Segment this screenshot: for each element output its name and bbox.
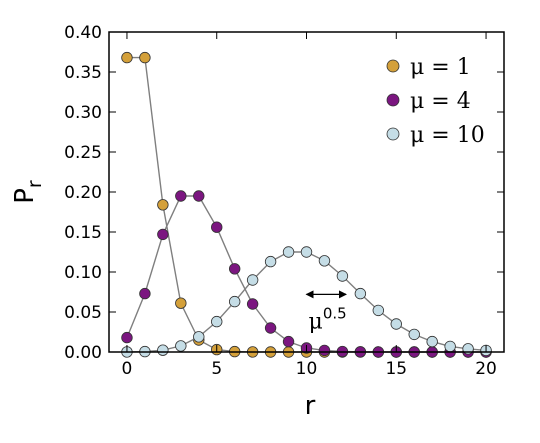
- y-axis: 0.00 0.05 0.10 0.15 0.20 0.25 0.30 0.35 0.40: [64, 23, 504, 363]
- data-point: [193, 190, 205, 202]
- data-point: [157, 344, 169, 356]
- data-point: [264, 322, 277, 334]
- data-point: [211, 221, 223, 233]
- x-tick-label: 20: [475, 359, 497, 379]
- legend: μ = 1 μ = 4 μ = 10: [386, 55, 485, 148]
- y-tick-label: 0.40: [64, 23, 102, 43]
- data-point: [426, 335, 438, 348]
- y-tick-label: 0.10: [64, 263, 102, 283]
- data-point: [139, 51, 151, 64]
- data-point: [193, 331, 205, 343]
- x-tick-label: 0: [122, 359, 133, 379]
- data-point: [282, 335, 295, 348]
- annotation-base: μ: [309, 309, 323, 334]
- data-point: [372, 304, 385, 317]
- legend-item: μ = 10: [386, 123, 485, 148]
- legend-marker: [386, 127, 400, 141]
- data-point: [408, 328, 420, 341]
- data-point: [246, 274, 259, 286]
- annotation-exponent: 0.5: [323, 304, 347, 322]
- y-axis-title: Pr: [10, 180, 46, 204]
- y-tick-label: 0.00: [64, 343, 102, 363]
- data-point: [157, 228, 169, 241]
- data-point: [246, 298, 259, 310]
- y-axis-title-main: P: [10, 188, 40, 204]
- legend-label: μ = 4: [410, 89, 471, 114]
- data-point: [139, 287, 151, 300]
- data-point: [318, 344, 331, 357]
- data-point: [318, 255, 331, 267]
- data-point: [157, 199, 169, 211]
- legend-label: μ = 1: [410, 55, 471, 80]
- x-tick-label: 10: [296, 359, 318, 379]
- data-point: [282, 246, 295, 258]
- x-tick-label: 5: [211, 359, 222, 379]
- data-point: [354, 287, 367, 300]
- y-tick-label: 0.15: [64, 223, 102, 243]
- data-point: [211, 315, 223, 328]
- legend-item: μ = 1: [386, 55, 471, 80]
- data-point: [175, 297, 187, 309]
- data-point: [390, 318, 402, 330]
- annotation-label: μ0.5: [309, 304, 347, 334]
- legend-marker: [386, 93, 400, 107]
- y-tick-label: 0.35: [64, 63, 102, 83]
- legend-item: μ = 4: [386, 89, 471, 114]
- y-tick-label: 0.30: [64, 103, 102, 123]
- data-point: [175, 190, 187, 202]
- annotation: μ0.5: [305, 290, 347, 334]
- data-point: [228, 295, 241, 308]
- data-point: [300, 246, 313, 258]
- y-tick-label: 0.25: [64, 143, 102, 163]
- svg-text:Pr: Pr: [10, 180, 46, 204]
- data-point: [121, 331, 133, 344]
- x-axis-title: r: [305, 391, 316, 421]
- y-axis-title-sub: r: [24, 180, 46, 188]
- data-point: [264, 255, 277, 268]
- plot-frame: [108, 31, 505, 353]
- data-point: [228, 263, 241, 275]
- data-point: [121, 51, 133, 64]
- data-point: [336, 270, 349, 282]
- legend-marker: [386, 59, 400, 73]
- y-tick-label: 0.20: [64, 183, 102, 203]
- data-point: [444, 340, 456, 353]
- x-axis: 0 5 10 15 20: [122, 32, 497, 379]
- series-line: [126, 195, 486, 353]
- y-tick-label: 0.05: [64, 303, 102, 323]
- data-point: [175, 340, 187, 352]
- series-2: [121, 190, 492, 358]
- x-tick-label: 15: [385, 359, 407, 379]
- series-3: [121, 246, 492, 358]
- legend-label: μ = 10: [410, 123, 485, 148]
